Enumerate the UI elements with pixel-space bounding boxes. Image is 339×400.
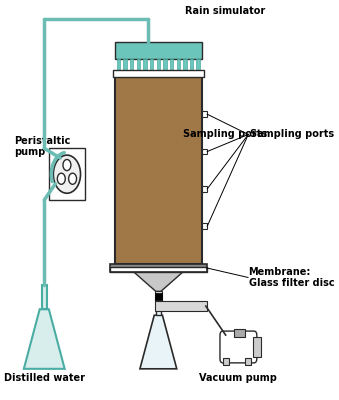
- Circle shape: [53, 155, 81, 193]
- Bar: [157, 59, 160, 72]
- Text: Vacuum pump: Vacuum pump: [199, 373, 277, 383]
- Text: Sampling ports: Sampling ports: [250, 130, 334, 140]
- Polygon shape: [140, 315, 177, 369]
- Circle shape: [63, 160, 71, 171]
- Bar: [197, 59, 200, 72]
- Bar: [202, 186, 207, 192]
- Bar: [253, 337, 261, 357]
- Bar: [117, 59, 120, 72]
- Bar: [163, 59, 167, 72]
- Bar: [110, 267, 207, 272]
- Bar: [202, 112, 207, 117]
- Bar: [42, 286, 47, 309]
- Bar: [245, 358, 251, 365]
- Bar: [115, 42, 202, 59]
- FancyBboxPatch shape: [220, 331, 257, 363]
- Text: Membrane:
Glass filter disc: Membrane: Glass filter disc: [248, 267, 334, 288]
- Bar: [110, 264, 207, 268]
- Bar: [156, 293, 161, 315]
- Bar: [113, 70, 204, 77]
- Bar: [115, 77, 202, 264]
- Text: Distilled water: Distilled water: [4, 373, 85, 383]
- Bar: [155, 301, 207, 311]
- Bar: [130, 59, 134, 72]
- Polygon shape: [24, 309, 65, 369]
- Circle shape: [57, 173, 65, 184]
- Bar: [48, 148, 85, 200]
- Bar: [177, 59, 180, 72]
- Text: Peristaltic
pump: Peristaltic pump: [15, 136, 71, 157]
- Bar: [202, 224, 207, 229]
- Bar: [223, 358, 229, 365]
- Polygon shape: [134, 272, 182, 291]
- Bar: [143, 59, 147, 72]
- Text: Rain simulator: Rain simulator: [185, 6, 265, 16]
- Bar: [183, 59, 187, 72]
- Bar: [234, 329, 245, 337]
- Bar: [170, 59, 173, 72]
- Bar: [123, 59, 127, 72]
- Bar: [155, 291, 162, 301]
- Text: Sampling ports: Sampling ports: [183, 130, 267, 140]
- Bar: [150, 59, 154, 72]
- Bar: [137, 59, 140, 72]
- Bar: [202, 149, 207, 154]
- Bar: [190, 59, 193, 72]
- Circle shape: [68, 173, 77, 184]
- Bar: [110, 264, 207, 272]
- Bar: [155, 293, 162, 300]
